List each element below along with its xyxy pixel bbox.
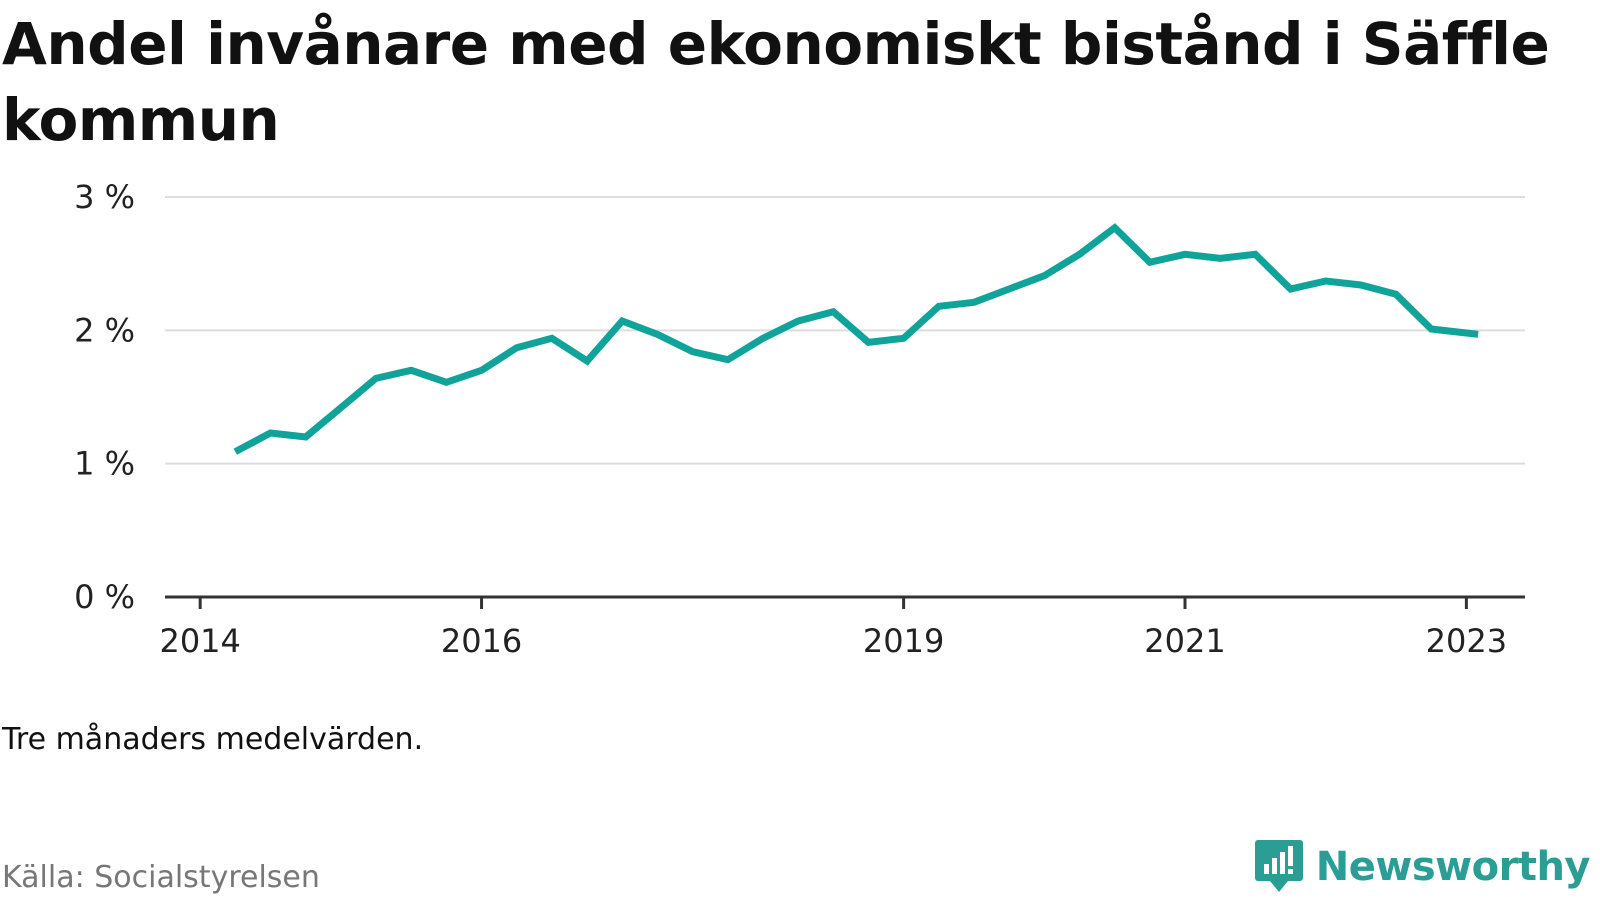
x-tick-label: 2023 (1426, 622, 1507, 660)
line-chart: 0 % 1 % 2 % 3 % 2014 2016 2019 2021 2023 (74, 178, 1525, 660)
source-text: Källa: Socialstyrelsen (2, 860, 320, 895)
y-axis-labels: 0 % 1 % 2 % 3 % (74, 178, 135, 616)
chart-note: Tre månaders medelvärden. (2, 722, 424, 757)
x-tick-label: 2014 (159, 622, 240, 660)
y-tick-label: 2 % (74, 311, 135, 349)
newsworthy-logo-icon (1254, 840, 1303, 892)
y-tick-label: 3 % (74, 178, 135, 216)
x-axis-ticks: 2014 2016 2019 2021 2023 (159, 597, 1507, 660)
series-line (233, 223, 1479, 455)
x-tick-label: 2021 (1144, 622, 1225, 660)
x-tick-label: 2019 (863, 622, 944, 660)
grid-lines (165, 196, 1525, 465)
y-tick-label: 1 % (74, 445, 135, 483)
brand-logo: Newsworthy (1254, 838, 1591, 896)
brand-name: Newsworthy (1315, 844, 1591, 890)
x-tick-label: 2016 (441, 622, 522, 660)
y-tick-label: 0 % (74, 578, 135, 616)
chart-title: Andel invånare med ekonomiskt bistånd i … (2, 10, 1550, 154)
